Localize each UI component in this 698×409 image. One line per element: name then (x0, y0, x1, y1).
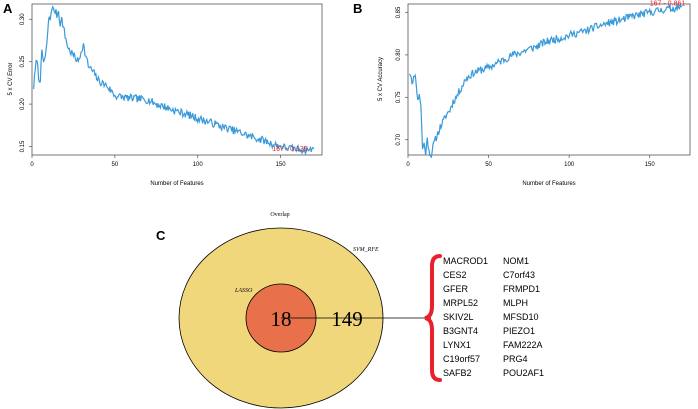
charta-xtick-label: 100 (193, 162, 204, 168)
panel-label-c: C (156, 228, 166, 243)
charta-xtick-label: 150 (276, 162, 287, 168)
gene-name: MRPL52 (443, 298, 478, 308)
gene-name: POU2AF1 (503, 368, 544, 378)
venn-label-svm-rfe: SVM_RFE (353, 247, 379, 253)
chart-b-series-line (409, 3, 683, 159)
gene-name: FRMPD1 (503, 284, 540, 294)
gene-name: GFER (443, 284, 469, 294)
venn-count-svm-only: 149 (331, 307, 363, 331)
gene-name: MACROD1 (443, 256, 488, 266)
chart-a-series-line (33, 5, 315, 156)
chart-a-axes: 0 50 100 150 0.15 0.20 0.25 0.30 (20, 13, 286, 168)
chart-b-annotation: 167 - 0.861 (650, 1, 686, 8)
venn-title: Overlap (270, 212, 289, 218)
charta-ytick-label: 0.30 (20, 13, 26, 25)
chartb-ytick-label: 0.70 (396, 133, 402, 145)
gene-name: C19orf57 (443, 354, 480, 364)
panel-label-b: B (353, 1, 362, 16)
chart-b-frame (407, 3, 691, 156)
gene-name: SKIV2L (443, 312, 474, 322)
charta-xtick-label: 0 (30, 162, 34, 168)
chart-a-ylabel: 5 x CV Error (8, 62, 14, 95)
chart-a-xlabel: Number of Features (150, 181, 203, 187)
chartb-ytick-label: 0.75 (396, 91, 402, 103)
gene-list-brace (424, 254, 442, 382)
venn-label-lasso: LASSO (234, 288, 253, 294)
chartb-xtick-label: 100 (564, 162, 575, 168)
chartb-xtick-label: 50 (485, 162, 492, 168)
overlap-gene-list: MACROD1 NOM1 CES2 C7orf43 GFER FRMPD1 MRPL52 ML… (443, 256, 544, 378)
chartb-xtick-label: 0 (406, 162, 410, 168)
gene-name: C7orf43 (503, 270, 535, 280)
chart-a-annotation: 167 - 0.139 (272, 146, 308, 153)
chart-b-xlabel: Number of Features (522, 181, 575, 187)
gene-name: PRG4 (503, 354, 528, 364)
venn-diagram: Overlap SVM_RFE LASSO 18 149 (178, 212, 442, 409)
chartb-ytick-label: 0.85 (396, 6, 402, 18)
chart-b-axes: 0 50 100 150 0.70 0.75 0.80 0.85 (396, 6, 655, 168)
chartb-xtick-label: 150 (645, 162, 656, 168)
gene-name: FAM222A (503, 340, 543, 350)
chart-a: 0 50 100 150 0.15 0.20 0.25 0.30 167 - 0.139 Nu… (8, 3, 323, 187)
gene-name: SAFB2 (443, 368, 472, 378)
panel-label-a: A (3, 1, 13, 16)
charta-ytick-label: 0.15 (20, 140, 26, 152)
gene-name: NOM1 (503, 256, 529, 266)
charta-ytick-label: 0.25 (20, 55, 26, 67)
gene-name: B3GNT4 (443, 326, 478, 336)
chart-a-frame (31, 3, 323, 156)
gene-name: MFSD10 (503, 312, 539, 322)
gene-name: PIEZO1 (503, 326, 535, 336)
chartb-ytick-label: 0.80 (396, 48, 402, 60)
chart-b: 0 50 100 150 0.70 0.75 0.80 0.85 167 - 0.861 Nu… (378, 1, 691, 187)
chart-b-ylabel: 5 x CV Accuracy (378, 57, 384, 101)
gene-name: CES2 (443, 270, 467, 280)
gene-name: MLPH (503, 298, 528, 308)
gene-name: LYNX1 (443, 340, 471, 350)
charta-xtick-label: 50 (112, 162, 119, 168)
charta-ytick-label: 0.20 (20, 98, 26, 110)
venn-count-intersection: 18 (271, 307, 292, 331)
